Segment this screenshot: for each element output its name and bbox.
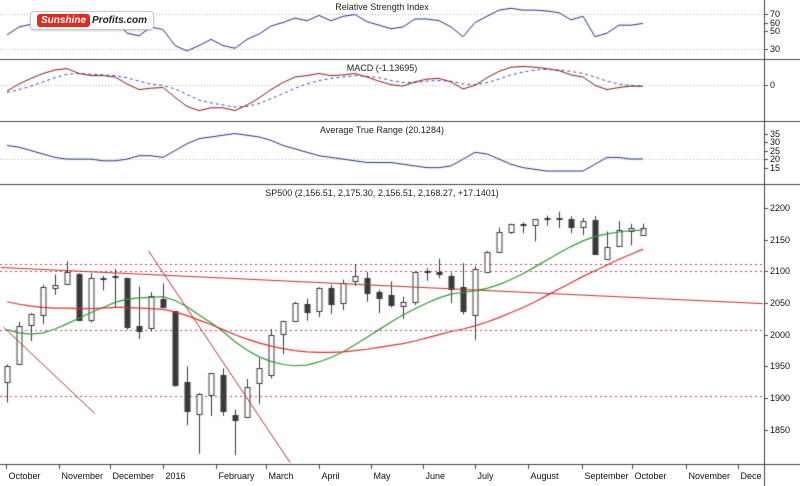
- month-label: May: [373, 471, 391, 481]
- price-axis-tick-label: 1850: [770, 425, 791, 435]
- macd-axis-tick-label: 0: [770, 80, 776, 90]
- price-axis-tick-label: 2000: [770, 330, 791, 340]
- month-label: July: [477, 471, 494, 481]
- rsi-axis-tick-label: 50: [770, 26, 781, 36]
- month-label: September: [584, 471, 629, 481]
- rsi-axis-tick-label: 30: [770, 44, 781, 54]
- month-label: December: [112, 471, 155, 481]
- atr-axis-tick-label: 25: [770, 146, 781, 156]
- price-axis-tick-label: 2100: [770, 266, 791, 276]
- month-label: August: [530, 471, 559, 481]
- month-label: 2016: [165, 471, 186, 481]
- price-axis-tick-label: 2050: [770, 298, 791, 308]
- atr-axis-tick-label: 20: [770, 154, 781, 164]
- month-label: November: [61, 471, 104, 481]
- month-label: April: [321, 471, 340, 481]
- atr-axis-tick-label: 35: [770, 129, 781, 139]
- atr-axis-tick-label: 15: [770, 163, 781, 173]
- price-axis-tick-label: 2150: [770, 235, 791, 245]
- logo-profits-text: Profits.com: [92, 15, 148, 26]
- month-label: October: [634, 471, 667, 481]
- sunshine-profits-logo[interactable]: Sunshine Profits.com: [30, 11, 155, 30]
- month-label: November: [688, 471, 731, 481]
- price-axis-tick-label: 2200: [770, 203, 791, 213]
- month-label: June: [425, 471, 446, 481]
- rsi-axis-tick-label: 70: [770, 9, 781, 19]
- month-label: Dece: [740, 471, 762, 481]
- rsi-axis-tick-label: 60: [770, 18, 781, 28]
- month-label: February: [218, 471, 255, 481]
- logo-sunshine-badge: Sunshine: [37, 14, 91, 27]
- month-label: October: [8, 471, 41, 481]
- price-axis-tick-label: 1900: [770, 393, 791, 403]
- atr-axis-tick-label: 30: [770, 137, 781, 147]
- month-label: March: [268, 471, 294, 481]
- price-axis-tick-label: 1950: [770, 361, 791, 371]
